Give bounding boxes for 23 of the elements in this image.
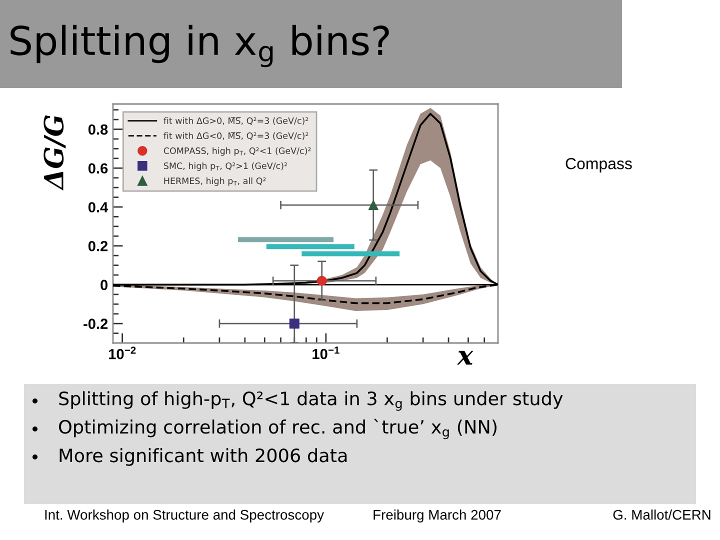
- y-tick-label: 0: [100, 280, 108, 290]
- x-tick-label: 10$^{−1}$: [312, 346, 340, 360]
- y-tick-label: 0.2: [88, 240, 108, 252]
- legend-label: fit with ΔG>0, M̅S̅, Q²=3 (GeV/c)²: [164, 117, 308, 126]
- text: Optimizing correlation of rec. and `true’ x$_{g}$ (NN): [59, 418, 496, 440]
- y-tick-label: -0.2: [84, 318, 108, 329]
- y-tick-label: 0.6: [88, 163, 108, 174]
- legend-label: fit with ΔG<0, M̅S̅, Q²=3 (GeV/c)²: [164, 132, 308, 140]
- x-tick-label: 10$^{−2}$: [109, 346, 136, 360]
- x-axis-title: x: [456, 350, 474, 365]
- y-tick-label: 0.8: [88, 124, 108, 135]
- text: G. Mallot/CERN: [613, 510, 710, 520]
- legend-label: COMPASS, high p$_{T}$, Q²<1 (GeV/c)²: [164, 147, 311, 156]
- legend-label: HERMES, high p$_{T}$, all Q²: [164, 177, 266, 186]
- chart-title: Splitting in x$_{g}$ bins?: [10, 24, 389, 68]
- y-tick-label: 0.4: [88, 202, 108, 212]
- y-axis-title: ΔG/G: [44, 115, 66, 190]
- text: Splitting of high-p$_{T}$, Q²<1 data in 3 x$_{g}$ bins under study: [59, 391, 563, 411]
- text: Compass: [566, 158, 632, 172]
- text: Int. Workshop on Structure and Spectroscopy: [45, 510, 324, 522]
- text: Freiburg March 2007: [374, 510, 501, 522]
- text: More significant with 2006 data: [60, 448, 347, 466]
- legend-label: SMC, high p$_{T}$, Q²>1 (GeV/c)²: [164, 162, 287, 171]
